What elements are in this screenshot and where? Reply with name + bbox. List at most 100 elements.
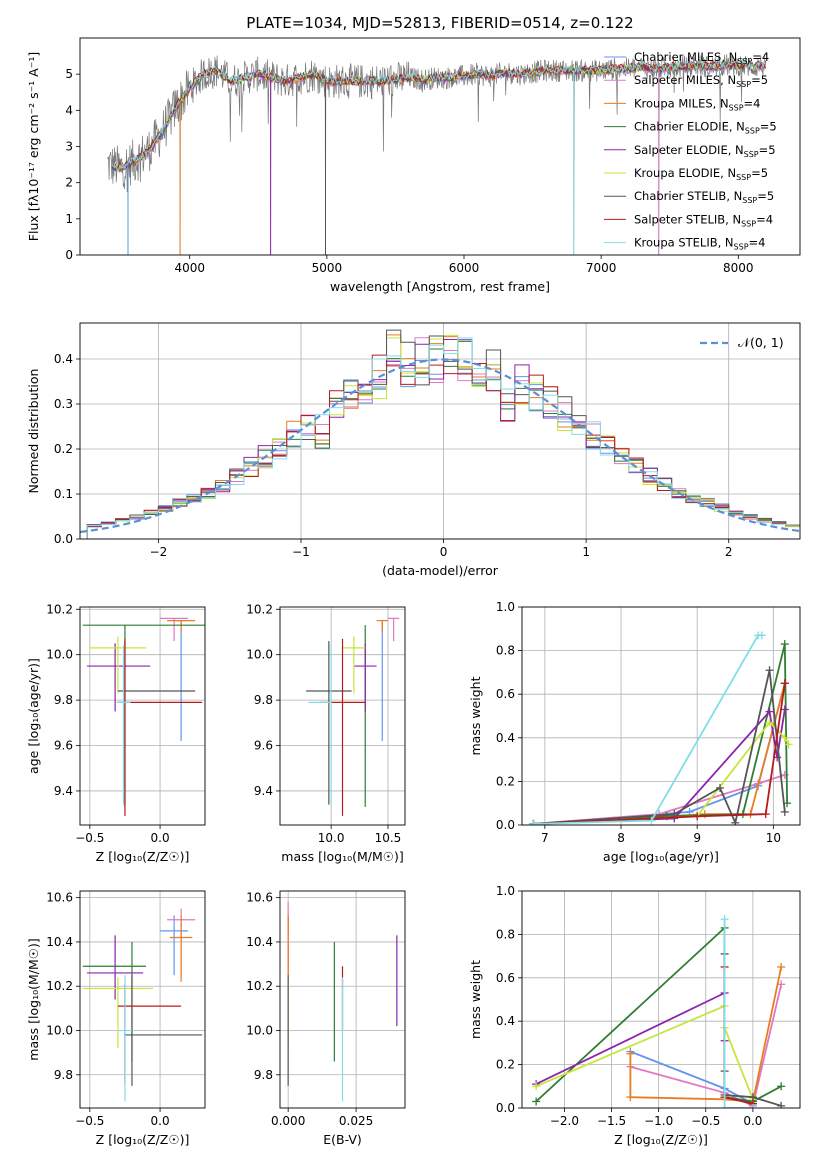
legend-entry-kroupa-elodie: Kroupa ELODIE, NSSP=5 [634,166,768,182]
y-axis-label: mass weight [468,676,483,755]
y-tick-label: 10.2 [46,602,73,616]
figure-title: PLATE=1034, MJD=52813, FIBERID=0514, z=0… [246,14,633,32]
y-tick-label: 10.0 [46,648,73,662]
y-tick-label: 0.8 [496,644,515,658]
errorbar-salpeter-elodie [353,643,377,712]
series-line [533,670,786,825]
y-tick-label: 0.2 [54,442,73,456]
data-point [780,807,789,816]
histogram-kroupa-stelib [86,337,800,539]
x-tick-label: 10 [766,831,781,845]
legend-entry-normal: 𝒩(0, 1) [738,335,784,350]
plot-area-age_vs_Z [82,617,205,816]
y-tick-label: 9.8 [254,1068,273,1082]
series-line [533,683,786,825]
x-tick-label: 10.0 [318,831,345,845]
errorbar-kroupa-elodie [82,977,154,1049]
y-tick-label: 9.4 [54,784,73,798]
data-point [529,819,538,825]
plot-area-residuals [80,329,800,539]
x-tick-label: 8000 [723,261,754,275]
data-point [532,1082,541,1091]
legend-spectrum: Chabrier MILES, NSSP=4 Salpeter MILES, NS… [604,50,777,252]
x-tick-label: −1 [292,545,310,559]
y-tick-label: 1 [65,212,73,226]
data-point [761,810,770,819]
data-point [626,1093,635,1102]
plot-area-massweight_vs_Z [532,915,786,1108]
y-tick-label: 9.8 [254,693,273,707]
x-tick-label: 6000 [449,261,480,275]
y-tick-label: 0.4 [54,352,73,366]
x-tick-label: 4000 [174,261,205,275]
plot-area-massweight_vs_age [529,631,793,825]
y-tick-label: 2 [65,176,73,190]
errorbar-salpeter-miles [160,617,189,642]
legend-entry-kroupa-stelib: Kroupa STELIB, NSSP=4 [634,236,765,252]
series-salpeter-elodie [529,705,789,825]
legend-entry-chabrier-elodie: Chabrier ELODIE, NSSP=5 [634,120,777,136]
data-point [780,679,789,688]
x-axis-label: Z [log₁₀(Z/Z☉)] [96,1132,190,1147]
series-salpeter-stelib [529,679,789,825]
x-tick-label: 0 [440,545,448,559]
data-point [720,915,729,924]
series-line [533,634,762,825]
errorbar-kroupa-elodie [89,636,147,694]
data-point [780,733,789,742]
y-tick-label: 0.4 [496,731,515,745]
x-axis-label: wavelength [Angstrom, rest frame] [330,279,550,294]
y-axis-label: age [log₁₀(age/yr)] [26,658,41,774]
axes-frame [279,890,406,1109]
legend-entry-chabrier-miles: Chabrier MILES, NSSP=4 [634,50,769,66]
x-tick-label: 5000 [312,261,343,275]
x-tick-label: 2 [725,545,733,559]
y-axis-label: Normed distribution [26,369,41,494]
data-point [716,783,725,792]
data-point [784,740,793,749]
axes-frame [521,606,801,826]
x-axis-label: age [log₁₀(age/yr)] [603,849,719,864]
x-tick-label: −0.5 [691,1114,720,1128]
series-line [533,683,786,825]
x-tick-label: 7000 [586,261,617,275]
errorbar-salpeter-miles [387,617,400,642]
errorbar-salpeter-elodie [87,643,151,712]
errorbar-salpeter-stelib [319,638,366,816]
y-tick-label: 10.0 [246,648,273,662]
y-tick-label: 0.8 [496,927,515,941]
x-tick-label: −2 [150,545,168,559]
x-tick-label: −2.0 [550,1114,579,1128]
x-tick-label: 0.0 [151,831,170,845]
y-tick-label: 3 [65,140,73,154]
series-line [533,683,786,825]
x-tick-label: 0.000 [271,1114,305,1128]
y-tick-label: 0 [65,248,73,262]
data-point [777,962,786,971]
observed-spectrum-line [107,53,766,255]
x-tick-label: −1.0 [644,1114,673,1128]
y-tick-label: 1.0 [496,600,515,614]
x-tick-label: 7 [541,831,549,845]
errorbar-chabrier-elodie [82,624,205,807]
data-point [647,816,656,825]
plot-area-spectrum [107,53,767,255]
series-chabrier-elodie [529,640,792,825]
x-tick-label: −0.5 [75,831,104,845]
y-tick-label: 10.6 [46,891,73,905]
errorbar-kroupa-stelib [116,645,131,805]
data-point [626,1049,635,1058]
y-tick-label: 5 [65,67,73,81]
plot-area-mass_vs_Z [82,908,203,1102]
x-tick-label: 1 [582,545,590,559]
legend-residuals: 𝒩(0, 1) [700,335,784,350]
y-axis-label: Flux [fλ10⁻¹⁷ erg cm⁻² s⁻¹ A⁻¹] [26,52,41,241]
gaussian-curve [80,358,800,534]
axes-age_vs_Z: −0.5 0.0 9.4 9.6 9.8 10.0 10.2 Z [log₁₀(Z/Z☉)] a… [26,602,206,864]
plot-area-mass_vs_EBV [287,902,398,1102]
y-tick-label: 0.0 [496,1101,515,1115]
model-spectrum-kroupa-stelib [111,59,766,170]
errorbar-kroupa-miles [169,915,193,982]
x-tick-label: −0.5 [75,1114,104,1128]
